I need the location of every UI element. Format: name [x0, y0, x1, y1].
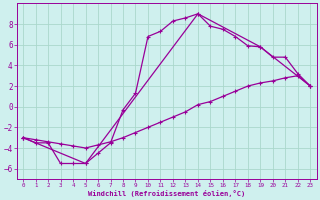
X-axis label: Windchill (Refroidissement éolien,°C): Windchill (Refroidissement éolien,°C) — [88, 190, 245, 197]
